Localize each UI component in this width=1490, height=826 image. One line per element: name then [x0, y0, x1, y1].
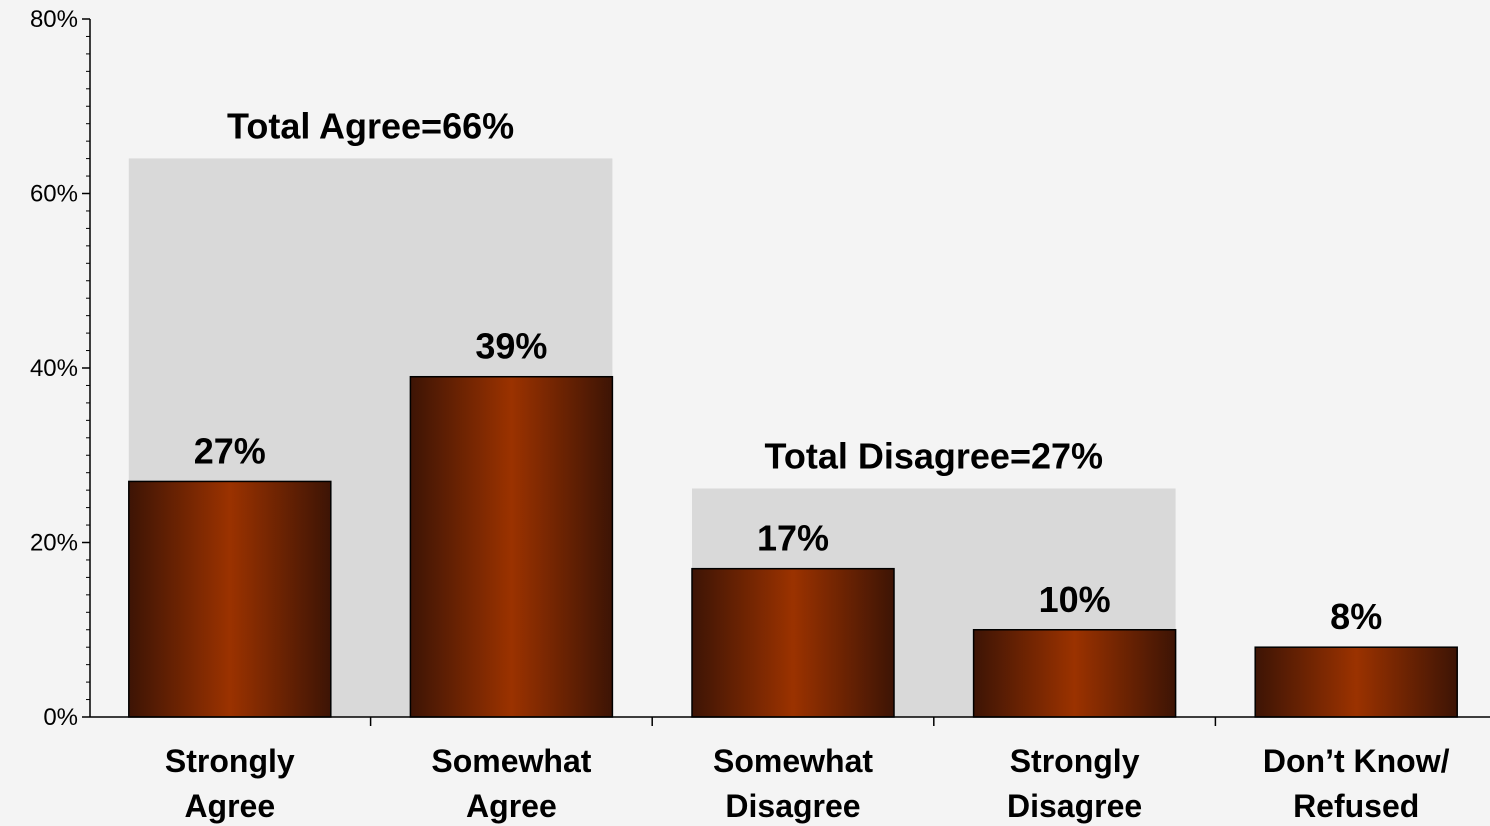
bar-value-label: 27% — [194, 430, 266, 471]
bar-value-label: 39% — [475, 326, 547, 367]
x-tick-label-line: Refused — [1293, 788, 1419, 824]
x-tick-label: Strongly Disagree — [1007, 743, 1142, 824]
y-tick-label: 20% — [30, 530, 78, 557]
x-tick-label: Somewhat Agree — [431, 743, 591, 824]
y-tick-label: 40% — [30, 355, 78, 382]
x-tick-label-line: Somewhat — [713, 743, 873, 779]
x-tick-label-line: Somewhat — [431, 743, 591, 779]
x-tick-label: Strongly Agree — [165, 743, 295, 824]
x-tick-label-line: Disagree — [1007, 788, 1142, 824]
x-tick-label: Somewhat Disagree — [713, 743, 873, 824]
x-axis: Strongly Agree Somewhat Agree Somewhat Disagr… — [90, 716, 1490, 824]
x-tick-label-line: Strongly — [165, 743, 295, 779]
y-tick-label: 80% — [30, 6, 78, 33]
x-tick-label-line: Agree — [184, 788, 275, 824]
bar — [1254, 646, 1458, 718]
bar — [972, 629, 1177, 718]
bar — [691, 567, 895, 718]
bar-value-label: 17% — [757, 518, 829, 559]
y-tick-label: 0% — [43, 704, 78, 731]
bar — [409, 375, 614, 718]
y-axis: 0% 20% 40% 60% 80% — [30, 6, 91, 731]
x-tick-label-line: Agree — [466, 788, 557, 824]
bars: 27% 39% 17% 10% 8% — [128, 326, 1458, 718]
group-label-1: Total Disagree=27% — [765, 435, 1103, 476]
group-label-0: Total Agree=66% — [227, 105, 514, 146]
x-tick-label-line: Don’t Know/ — [1263, 743, 1450, 779]
bar — [128, 480, 332, 718]
x-tick-label-line: Strongly — [1010, 743, 1140, 779]
x-tick-label-line: Disagree — [725, 788, 860, 824]
x-tick-label: Don’t Know/Refused — [1263, 743, 1450, 824]
bar-value-label: 10% — [1039, 579, 1111, 620]
bar-value-label: 8% — [1330, 596, 1382, 637]
y-tick-label: 60% — [30, 181, 78, 208]
